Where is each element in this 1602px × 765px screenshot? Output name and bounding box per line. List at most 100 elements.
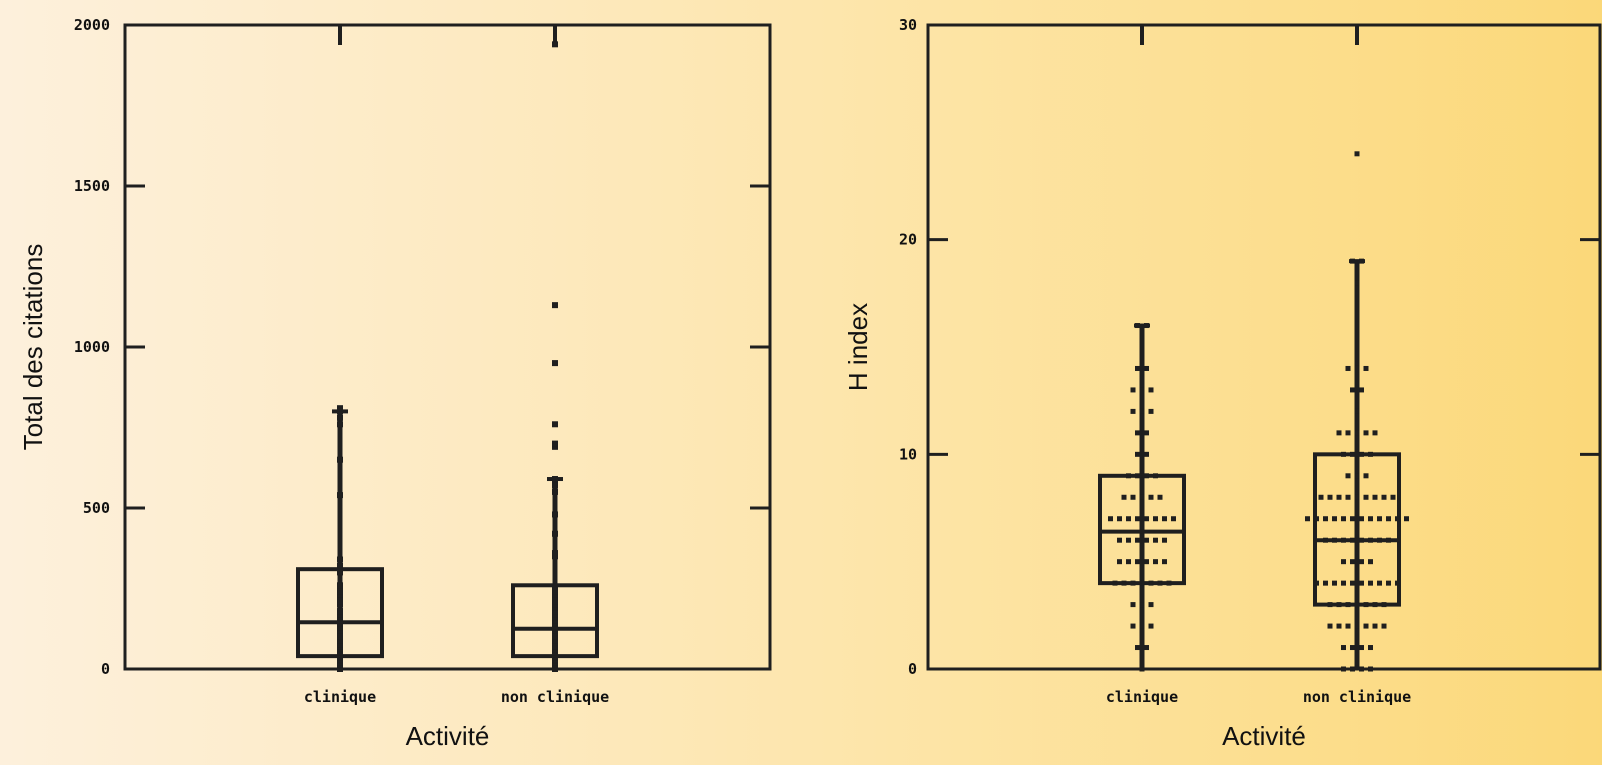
data-point [1135, 451, 1140, 457]
data-point [1350, 516, 1355, 522]
data-point [1363, 602, 1369, 608]
data-point [1126, 473, 1131, 479]
data-point [552, 630, 558, 637]
data-point [1359, 645, 1364, 651]
data-point [552, 511, 558, 518]
data-point [1404, 516, 1409, 522]
data-point [552, 598, 558, 605]
data-point [552, 476, 558, 483]
box-1 [1098, 323, 1186, 672]
data-point [1166, 580, 1172, 586]
x-category-label: non clinique [501, 688, 609, 706]
data-point [552, 640, 558, 647]
data-point [1126, 559, 1131, 565]
data-point [1130, 602, 1136, 608]
data-point [1323, 580, 1328, 586]
data-point [1135, 473, 1140, 479]
y-tick-label: 1500 [74, 177, 110, 195]
data-point [1354, 280, 1360, 286]
data-point [1336, 602, 1342, 608]
data-point [552, 302, 558, 309]
data-point [1359, 258, 1364, 264]
data-point [1144, 645, 1149, 651]
data-point [1108, 516, 1113, 522]
data-point [1354, 602, 1360, 608]
data-point [1153, 537, 1158, 543]
data-point [337, 627, 343, 634]
data-point [337, 582, 343, 589]
data-point [1359, 666, 1364, 672]
data-point [1377, 580, 1382, 586]
data-point [1148, 580, 1154, 586]
data-point [1359, 580, 1364, 586]
data-point [1386, 516, 1391, 522]
data-point [1139, 494, 1145, 500]
data-point [1386, 580, 1391, 586]
data-point [1112, 580, 1118, 586]
data-point [1139, 666, 1145, 672]
data-point [1144, 323, 1149, 329]
data-point [1359, 451, 1364, 457]
data-point [552, 604, 558, 611]
data-point [337, 408, 343, 415]
data-point [1323, 537, 1328, 543]
data-point [337, 456, 343, 463]
data-point [552, 482, 558, 489]
data-point [337, 633, 343, 640]
y-tick-label: 500 [83, 499, 110, 517]
data-point [1130, 387, 1136, 393]
data-point [1327, 602, 1333, 608]
x-category-label: clinique [304, 688, 376, 706]
data-point [1372, 623, 1378, 629]
data-point [1345, 473, 1351, 479]
data-point [552, 611, 558, 618]
data-point [1354, 365, 1360, 371]
data-point [1345, 623, 1351, 629]
data-point [552, 624, 558, 631]
box-2 [1305, 151, 1409, 672]
x-axis-title: Activité [406, 721, 490, 751]
data-point [1135, 537, 1140, 543]
data-point [1130, 408, 1136, 414]
data-point [337, 624, 343, 631]
data-point [552, 617, 558, 624]
data-point [552, 585, 558, 592]
data-point [552, 553, 558, 560]
plot-frame [926, 23, 1602, 671]
data-point [1345, 602, 1351, 608]
data-point [1336, 494, 1342, 500]
data-point [552, 479, 558, 486]
data-point [1148, 408, 1154, 414]
data-point [1144, 537, 1149, 543]
data-point [1354, 473, 1360, 479]
data-point [1354, 494, 1360, 500]
data-point [1144, 473, 1149, 479]
x-category-label: non clinique [1303, 688, 1411, 706]
data-point [1381, 494, 1387, 500]
data-point [1314, 516, 1319, 522]
data-point [1350, 258, 1355, 264]
x-axis-title: Activité [1222, 721, 1306, 751]
data-point [1341, 537, 1346, 543]
data-point [1157, 580, 1163, 586]
box-1 [296, 405, 384, 672]
data-point [1139, 580, 1145, 586]
data-point [1153, 516, 1158, 522]
data-point [1345, 365, 1351, 371]
data-point [1327, 623, 1333, 629]
chart-panel-2: 0 10 20 30 clinique non clinique Activité H ind… [843, 16, 1602, 751]
data-point [1121, 494, 1127, 500]
data-point [1359, 516, 1364, 522]
data-point [1368, 666, 1373, 672]
y-tick-label: 30 [899, 16, 917, 34]
data-point [552, 614, 558, 621]
data-point [337, 421, 343, 428]
data-point [1126, 537, 1131, 543]
data-point [337, 620, 343, 627]
data-point [552, 601, 558, 608]
data-point [1359, 559, 1364, 565]
data-point [337, 630, 343, 637]
data-point [1377, 516, 1382, 522]
x-category-label: clinique [1106, 688, 1178, 706]
data-point [1368, 580, 1373, 586]
